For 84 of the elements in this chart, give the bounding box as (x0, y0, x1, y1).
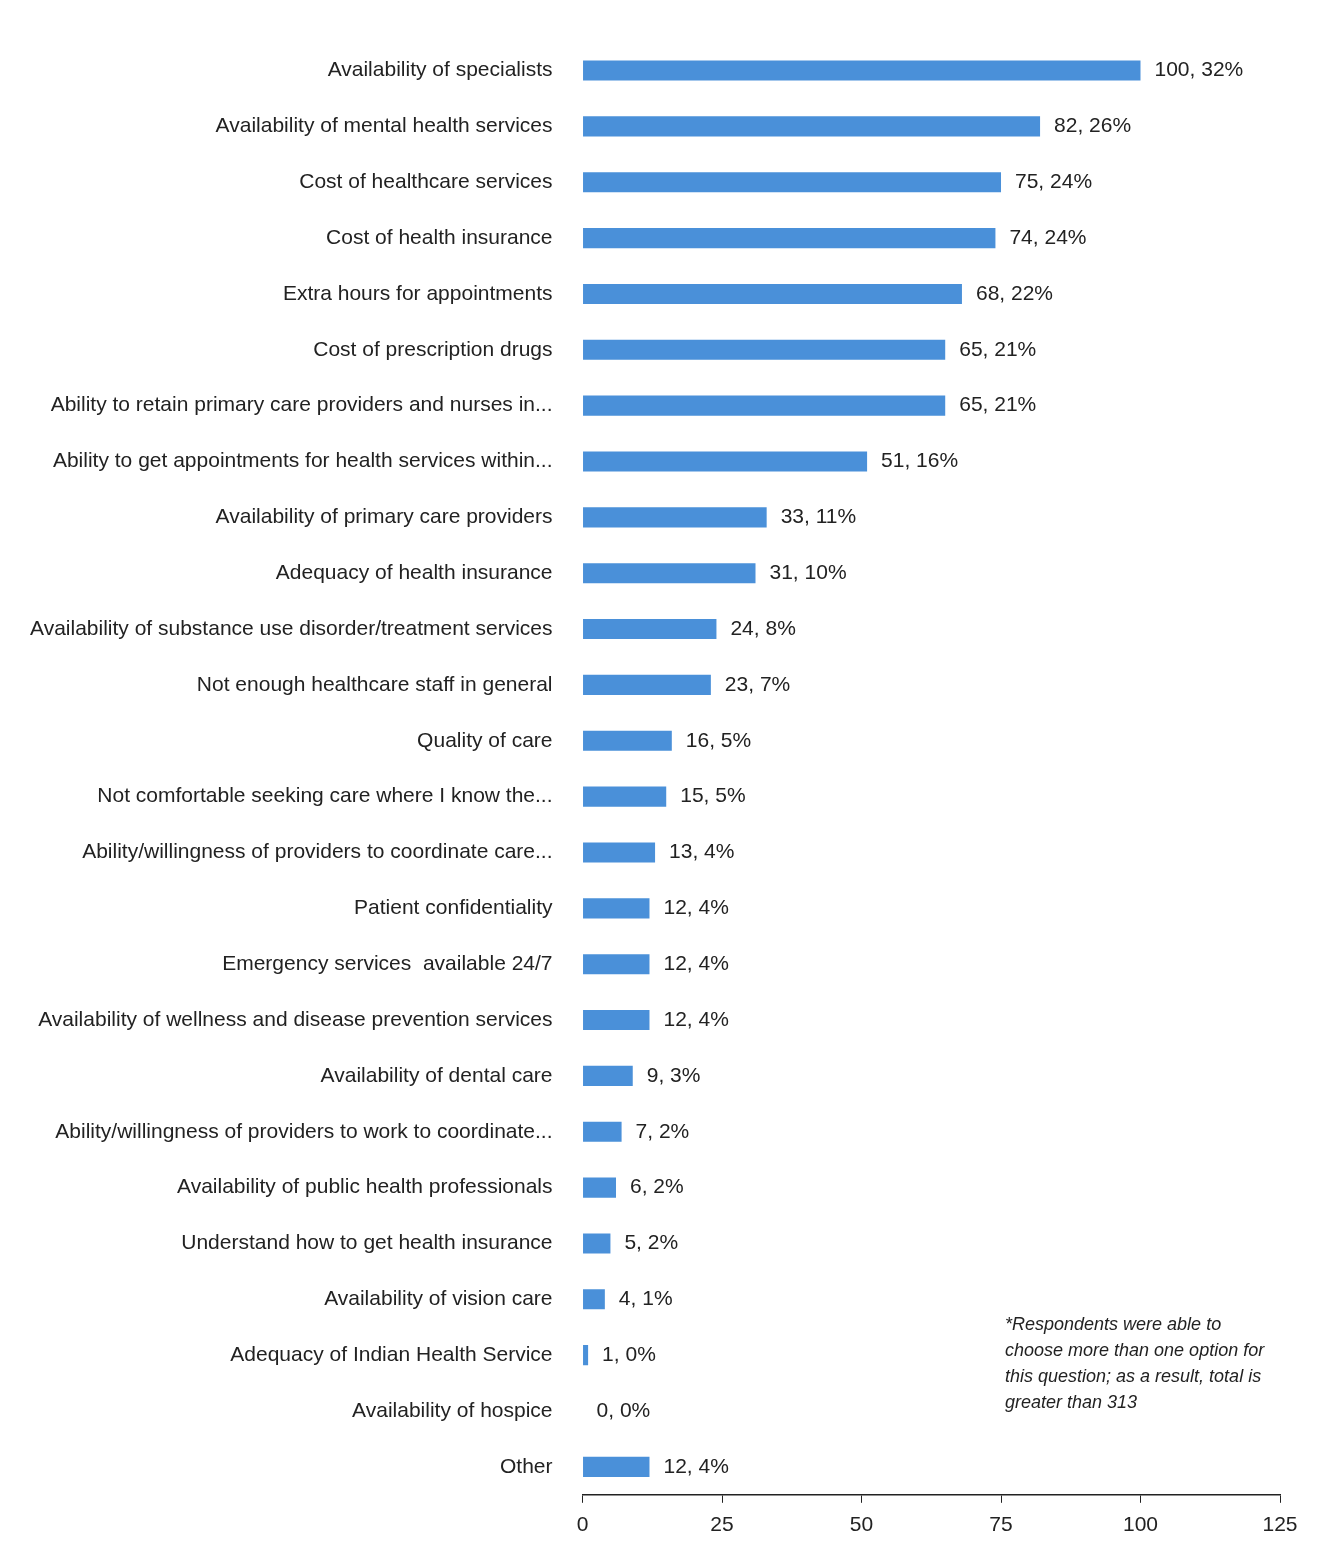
y-tick-label: Availability of specialists (327, 57, 553, 81)
y-tick-label: Adequacy of Indian Health Service (230, 1341, 553, 1365)
y-tick-label: Ability/willingness of providers to coordinate care... (82, 839, 553, 863)
x-tick-label: 75 (989, 1512, 1013, 1536)
data-label: 74, 24% (1009, 224, 1087, 248)
bar (583, 172, 1002, 193)
bar (583, 898, 650, 919)
data-label: 23, 7% (724, 671, 791, 695)
data-label: 65, 21% (959, 392, 1037, 416)
data-label: 68, 22% (975, 280, 1054, 304)
bar (583, 1289, 605, 1310)
data-label: 51, 16% (881, 448, 959, 472)
x-tick-label: 100 (1122, 1512, 1159, 1536)
x-tick-label: 0 (576, 1512, 589, 1536)
x-tick-label: 125 (1262, 1512, 1298, 1536)
bar (583, 1065, 633, 1086)
y-tick-label: Understand how to get health insurance (181, 1230, 553, 1254)
bar (583, 60, 1141, 81)
y-tick-label: Patient confidentiality (354, 895, 554, 919)
y-tick-label: Availability of primary care providers (215, 504, 553, 528)
bar (583, 116, 1041, 137)
data-label: 31, 10% (769, 560, 847, 584)
y-tick-label: Availability of hospice (352, 1397, 553, 1421)
bar (583, 786, 667, 807)
data-label: 7, 2% (635, 1118, 690, 1142)
y-tick-label: Other (500, 1453, 553, 1477)
data-label: 0, 0% (596, 1397, 651, 1421)
bar (583, 1121, 622, 1142)
y-tick-label: Availability of public health professionals (177, 1174, 553, 1198)
y-tick-label: Cost of health insurance (326, 224, 553, 248)
bar (583, 339, 946, 360)
y-tick-label: Cost of healthcare services (299, 169, 553, 193)
data-label: 12, 4% (663, 1006, 729, 1030)
x-tick-label: 25 (710, 1512, 734, 1536)
bar (583, 507, 767, 528)
bar (583, 283, 962, 304)
data-label: 1, 0% (602, 1341, 656, 1365)
bar (583, 619, 717, 640)
y-tick-label: Availability of substance use disorder/treatment services (30, 615, 553, 639)
data-label: 6, 2% (630, 1174, 684, 1198)
y-tick-label: Cost of prescription drugs (313, 336, 553, 360)
y-tick-label: Availability of wellness and disease prevention services (38, 1006, 553, 1030)
bar (583, 842, 656, 863)
y-tick-label: Ability to get appointments for health services within... (52, 448, 553, 472)
bar (583, 1009, 650, 1031)
data-label: 24, 8% (730, 615, 796, 639)
y-tick-label: Not comfortable seeking care where I know the... (97, 783, 553, 807)
y-tick-label: Not enough healthcare staff in general (196, 671, 553, 695)
bar (583, 1345, 589, 1366)
y-tick-label: Availability of mental health services (215, 113, 553, 137)
bar (583, 451, 868, 472)
data-label: 12, 4% (663, 895, 729, 919)
y-tick-label: Extra hours for appointments (282, 280, 553, 304)
y-tick-label: Availability of dental care (320, 1062, 553, 1086)
bar (583, 954, 650, 975)
bar (583, 730, 672, 751)
y-tick-label: Quality of care (417, 727, 553, 751)
bar (583, 1233, 611, 1254)
data-label: 12, 4% (663, 1453, 729, 1477)
y-tick-label: Ability to retain primary care providers and nurses in... (50, 392, 553, 416)
bar (583, 674, 711, 695)
data-label: 9, 3% (646, 1062, 701, 1086)
data-label: 82, 26% (1054, 113, 1132, 137)
y-tick-label: Ability/willingness of providers to work to coordinate... (55, 1118, 553, 1142)
y-tick-label: Emergency services available 24/7 (222, 950, 553, 974)
data-label: 16, 5% (685, 727, 752, 751)
annotation: *Respondents were able to choose more than one option for this question; as a result, total is greater than 313 (1005, 1313, 1266, 1412)
data-label: 13, 4% (669, 839, 735, 863)
data-label: 65, 21% (959, 336, 1037, 360)
bar (583, 395, 946, 416)
data-label: 100, 32% (1154, 57, 1244, 81)
bar (583, 563, 756, 584)
y-tick-label: Availability of vision care (324, 1286, 553, 1310)
data-label: 12, 4% (663, 950, 729, 974)
bar (583, 1456, 650, 1477)
data-label: 33, 11% (780, 504, 857, 528)
x-tick-label: 50 (849, 1512, 874, 1536)
data-label: 75, 24% (1015, 169, 1093, 193)
data-label: 15, 5% (680, 783, 746, 807)
data-label: 4, 1% (618, 1286, 673, 1310)
bar (583, 1177, 617, 1198)
data-label: 5, 2% (624, 1230, 679, 1254)
bar (583, 228, 996, 249)
y-tick-label: Adequacy of health insurance (275, 560, 553, 584)
